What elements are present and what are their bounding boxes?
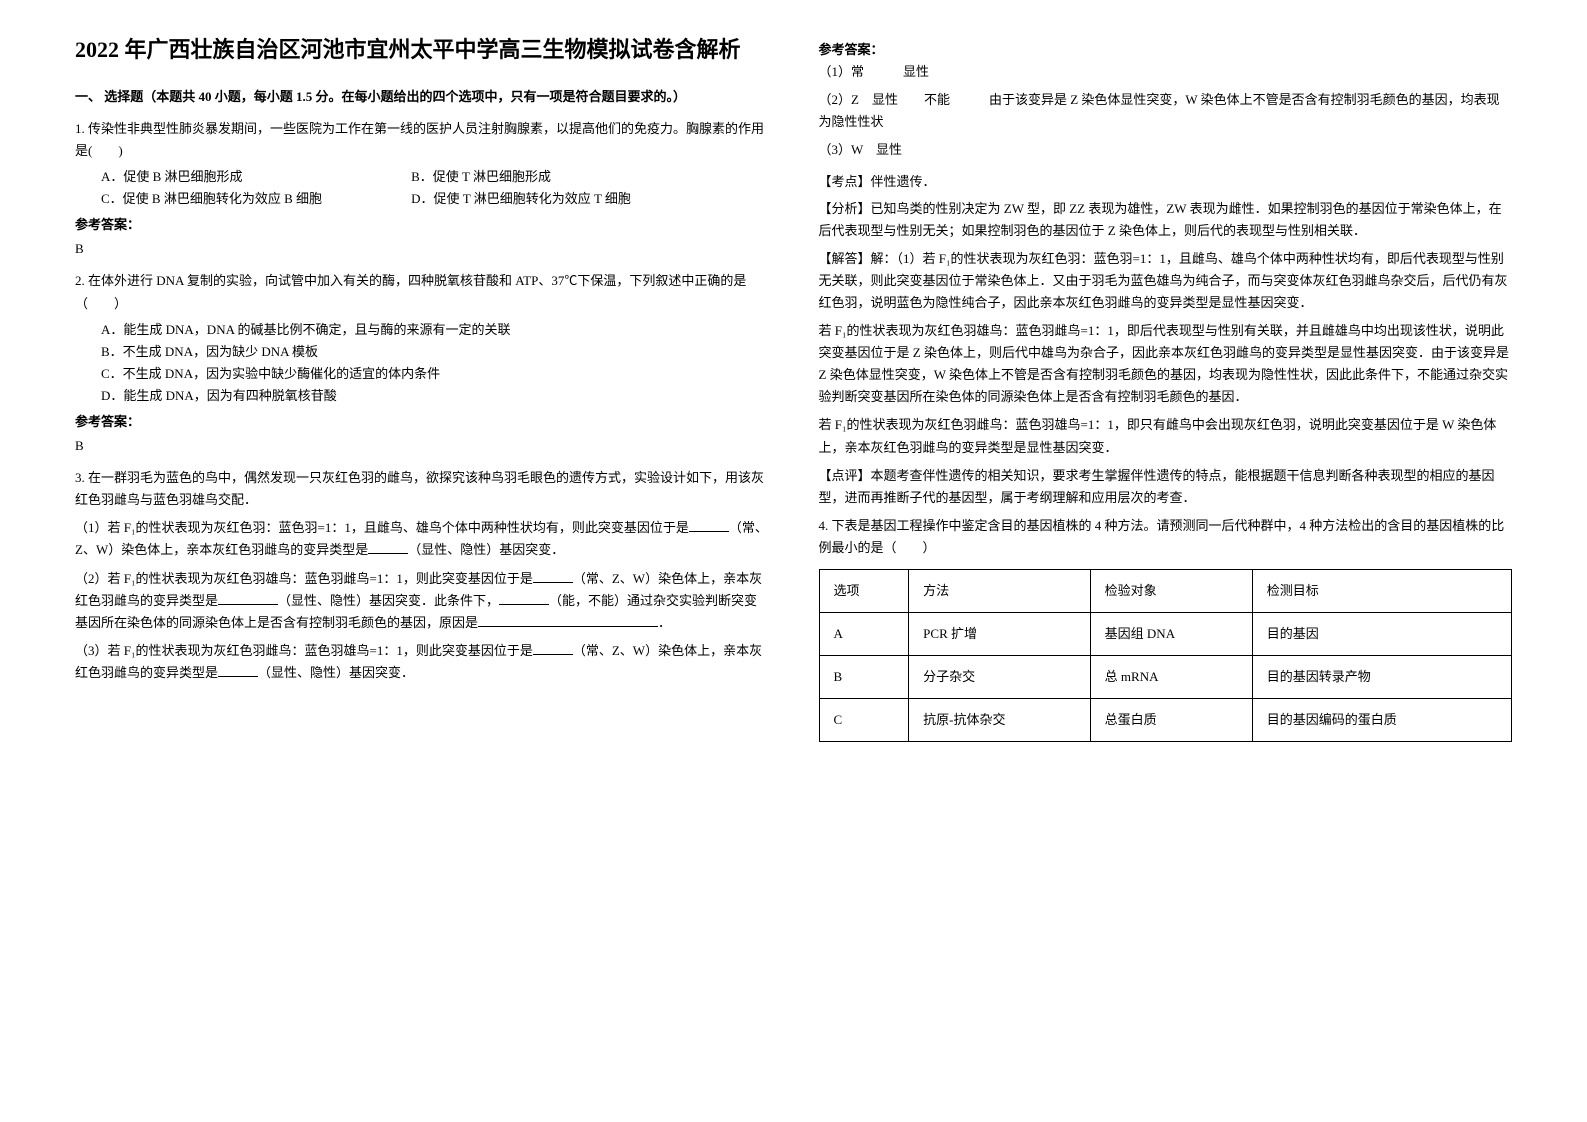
cell: 分子杂交 [909, 656, 1091, 699]
jieda2: 若 F₁的性状表现为灰红色羽雄鸟：蓝色羽雌鸟=1：1，即后代表现型与性别有关联，… [819, 320, 1513, 408]
blank [499, 591, 549, 605]
right-column: 参考答案： （1）常 显性 （2）Z 显性 不能 由于该变异是 Z 染色体显性突… [794, 35, 1538, 1087]
blank [533, 569, 573, 583]
q1-option-c: C．促使 B 淋巴细胞转化为效应 B 细胞 [75, 188, 408, 210]
th-option: 选项 [819, 569, 909, 612]
jieda-block: 【解答】解：（1）若 F₁的性状表现为灰红色羽：蓝色羽=1：1，且雌鸟、雄鸟个体… [819, 248, 1513, 314]
jieda-label: 【解答】解： [819, 251, 897, 266]
q1-answer: B [75, 238, 769, 260]
q2-option-a: A．能生成 DNA，DNA 的碱基比例不确定，且与酶的来源有一定的关联 [75, 319, 769, 341]
q3-p3c: （显性、隐性）基因突变． [258, 665, 414, 680]
cell: 基因组 DNA [1090, 613, 1252, 656]
q3-part2: （2）若 F₁的性状表现为灰红色羽雄鸟：蓝色羽雌鸟=1：1，则此突变基因位于是 （… [75, 568, 769, 634]
q2-options: A．能生成 DNA，DNA 的碱基比例不确定，且与酶的来源有一定的关联 B．不生… [75, 319, 769, 407]
blank [218, 591, 278, 605]
q1-option-d: D．促使 T 淋巴细胞转化为效应 T 细胞 [411, 191, 631, 206]
dianping: 【点评】本题考查伴性遗传的相关知识，要求考生掌握伴性遗传的特点，能根据题干信息判… [819, 465, 1513, 509]
q4-text: 4. 下表是基因工程操作中鉴定含目的基因植株的 4 种方法。请预测同一后代种群中… [819, 515, 1513, 559]
cell: 总蛋白质 [1090, 699, 1252, 742]
q3-answer1: （1）常 显性 [819, 61, 1513, 83]
question-3: 3. 在一群羽毛为蓝色的鸟中，偶然发现一只灰红色羽的雌鸟，欲探究该种鸟羽毛眼色的… [75, 467, 769, 684]
blank [218, 663, 258, 677]
cell: 目的基因编码的蛋白质 [1252, 699, 1511, 742]
q3-answer-label: 参考答案： [819, 39, 1513, 61]
q3-p1a: （1）若 F₁的性状表现为灰红色羽：蓝色羽=1：1，且雌鸟、雄鸟个体中两种性状均… [75, 520, 689, 535]
q1-option-a: A．促使 B 淋巴细胞形成 [75, 166, 408, 188]
blank [689, 518, 729, 532]
q1-answer-label: 参考答案： [75, 214, 769, 236]
cell: C [819, 699, 909, 742]
q2-option-d: D．能生成 DNA，因为有四种脱氧核苷酸 [75, 385, 769, 407]
table-header-row: 选项 方法 检验对象 检测目标 [819, 569, 1512, 612]
cell: A [819, 613, 909, 656]
blank [478, 613, 658, 627]
document-title: 2022 年广西壮族自治区河池市宜州太平中学高三生物模拟试卷含解析 [75, 35, 769, 66]
q3-answer2: （2）Z 显性 不能 由于该变异是 Z 染色体显性突变，W 染色体上不管是否含有… [819, 89, 1513, 133]
jieda3: 若 F₁的性状表现为灰红色羽雌鸟：蓝色羽雄鸟=1：1，即只有雌鸟中会出现灰红色羽… [819, 414, 1513, 458]
q3-p2e: ． [658, 615, 671, 630]
q3-p2a: （2）若 F₁的性状表现为灰红色羽雄鸟：蓝色羽雌鸟=1：1，则此突变基因位于是 [75, 571, 533, 586]
q3-part1: （1）若 F₁的性状表现为灰红色羽：蓝色羽=1：1，且雌鸟、雄鸟个体中两种性状均… [75, 517, 769, 561]
cell: 目的基因 [1252, 613, 1511, 656]
q3-p2c: （显性、隐性）基因突变．此条件下， [278, 593, 499, 608]
cell: B [819, 656, 909, 699]
q2-option-b: B．不生成 DNA，因为缺少 DNA 模板 [75, 341, 769, 363]
q4-table: 选项 方法 检验对象 检测目标 A PCR 扩增 基因组 DNA 目的基因 B … [819, 569, 1513, 742]
blank [533, 641, 573, 655]
question-4: 4. 下表是基因工程操作中鉴定含目的基因植株的 4 种方法。请预测同一后代种群中… [819, 515, 1513, 743]
jieda1: （1）若 F₁的性状表现为灰红色羽：蓝色羽=1：1，且雌鸟、雄鸟个体中两种性状均… [819, 251, 1508, 310]
q2-answer: B [75, 435, 769, 457]
th-target: 检测目标 [1252, 569, 1511, 612]
q1-options: A．促使 B 淋巴细胞形成 B．促使 T 淋巴细胞形成 C．促使 B 淋巴细胞转… [75, 166, 769, 210]
blank [368, 540, 408, 554]
table-row: A PCR 扩增 基因组 DNA 目的基因 [819, 613, 1512, 656]
table-row: C 抗原-抗体杂交 总蛋白质 目的基因编码的蛋白质 [819, 699, 1512, 742]
cell: 目的基因转录产物 [1252, 656, 1511, 699]
q1-text: 1. 传染性非典型性肺炎暴发期间，一些医院为工作在第一线的医护人员注射胸腺素，以… [75, 118, 769, 162]
q2-text: 2. 在体外进行 DNA 复制的实验，向试管中加入有关的酶，四种脱氧核苷酸和 A… [75, 270, 769, 314]
fenxi-text: 【分析】已知鸟类的性别决定为 ZW 型，即 ZZ 表现为雄性，ZW 表现为雌性．… [819, 198, 1513, 242]
q3-answer3: （3）W 显性 [819, 139, 1513, 161]
kaodian-label: 【考点】伴性遗传． [819, 171, 1513, 193]
q2-answer-label: 参考答案： [75, 411, 769, 433]
section-header: 一、 选择题（本题共 40 小题，每小题 1.5 分。在每小题给出的四个选项中，… [75, 86, 769, 108]
q1-option-b: B．促使 T 淋巴细胞形成 [411, 169, 551, 184]
table-row: B 分子杂交 总 mRNA 目的基因转录产物 [819, 656, 1512, 699]
cell: 总 mRNA [1090, 656, 1252, 699]
q3-p1c: （显性、隐性）基因突变． [408, 542, 564, 557]
question-2: 2. 在体外进行 DNA 复制的实验，向试管中加入有关的酶，四种脱氧核苷酸和 A… [75, 270, 769, 457]
th-method: 方法 [909, 569, 1091, 612]
question-1: 1. 传染性非典型性肺炎暴发期间，一些医院为工作在第一线的医护人员注射胸腺素，以… [75, 118, 769, 261]
q3-p3a: （3）若 F₁的性状表现为灰红色羽雌鸟：蓝色羽雄鸟=1：1，则此突变基因位于是 [75, 643, 533, 658]
left-column: 2022 年广西壮族自治区河池市宜州太平中学高三生物模拟试卷含解析 一、 选择题… [50, 35, 794, 1087]
q2-option-c: C．不生成 DNA，因为实验中缺少酶催化的适宜的体内条件 [75, 363, 769, 385]
q3-text: 3. 在一群羽毛为蓝色的鸟中，偶然发现一只灰红色羽的雌鸟，欲探究该种鸟羽毛眼色的… [75, 467, 769, 511]
cell: 抗原-抗体杂交 [909, 699, 1091, 742]
q3-part3: （3）若 F₁的性状表现为灰红色羽雌鸟：蓝色羽雄鸟=1：1，则此突变基因位于是 （… [75, 640, 769, 684]
cell: PCR 扩增 [909, 613, 1091, 656]
th-object: 检验对象 [1090, 569, 1252, 612]
